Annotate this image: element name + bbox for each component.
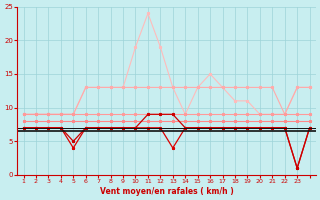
X-axis label: Vent moyen/en rafales ( km/h ): Vent moyen/en rafales ( km/h ): [100, 187, 234, 196]
